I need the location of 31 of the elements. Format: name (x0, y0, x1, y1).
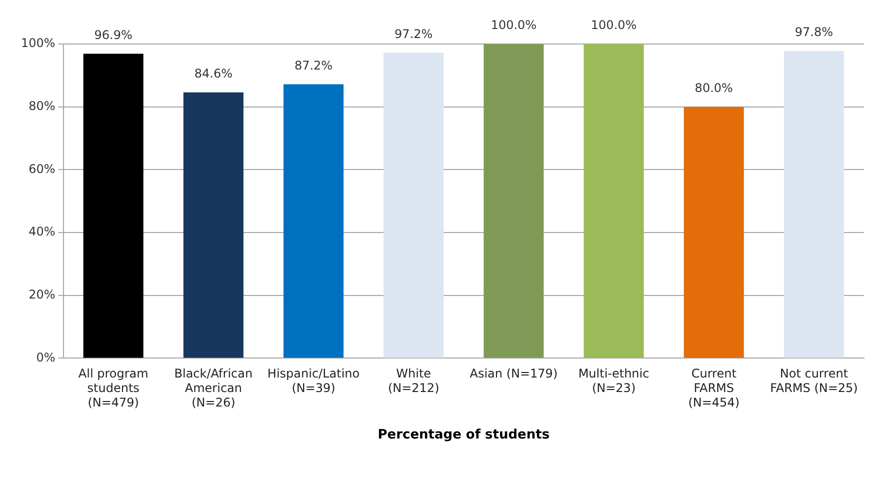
data-label: 97.8% (794, 25, 834, 40)
bar (584, 44, 644, 358)
y-tick-label: 40% (28, 224, 56, 239)
data-label: 100.0% (490, 18, 537, 32)
y-tick-label: 80% (28, 98, 56, 113)
data-label: 100.0% (590, 18, 637, 32)
x-tick-label: Multi-ethnic (N=23) (578, 366, 650, 395)
data-label: 87.2% (294, 58, 333, 72)
bar (384, 52, 444, 358)
x-tick-label: Asian (N=179) (470, 366, 558, 381)
bar (83, 54, 144, 358)
x-tick-label: All program students (N=479) (78, 366, 148, 410)
bar (284, 84, 344, 358)
data-label: 97.2% (394, 26, 433, 41)
x-tick-label: Current FARMS (N=454) (688, 366, 740, 410)
data-label: 84.6% (194, 66, 232, 81)
bar (684, 106, 744, 358)
x-tick-label: White (N=212) (388, 366, 440, 395)
y-tick-label: 60% (28, 162, 56, 176)
x-tick-label: Not current FARMS (N=25) (770, 366, 858, 395)
x-axis-title: Percentage of students (378, 428, 550, 443)
y-tick-label: 20% (28, 287, 56, 302)
y-tick-label: 0% (36, 350, 56, 364)
bar (484, 44, 544, 358)
y-tick-label: 100% (20, 36, 56, 50)
bar (183, 92, 244, 358)
data-label: 80.0% (694, 80, 733, 95)
bar (784, 50, 844, 358)
x-tick-label: Black/African American (N=26) (174, 366, 253, 410)
data-label: 96.9% (94, 28, 132, 42)
x-tick-label: Hispanic/Latino (N=39) (267, 366, 360, 395)
